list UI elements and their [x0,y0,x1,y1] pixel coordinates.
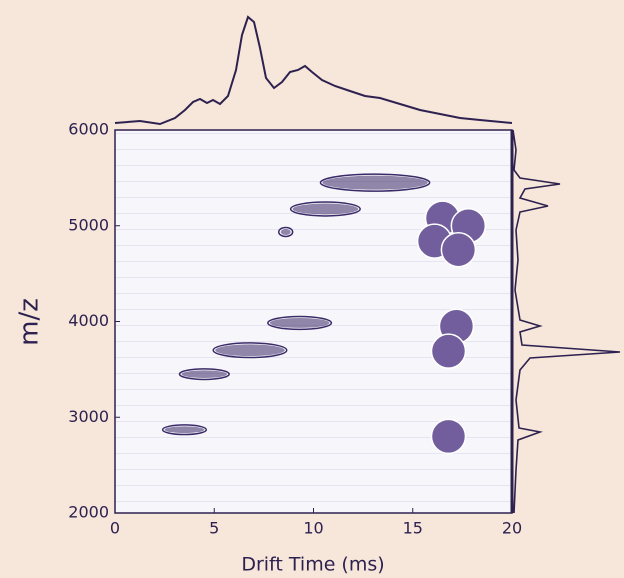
drift-profile [114,15,513,126]
y-tick-label: 3000 [68,407,109,426]
y-axis-label: m/z [15,298,45,346]
peak-circle [440,231,477,268]
y-tick-label: 5000 [68,215,109,234]
contour-fill [164,426,205,434]
x-tick-label: 0 [110,519,120,538]
contour-line [178,368,230,381]
contour-line [212,342,288,359]
contour-line [161,424,208,436]
x-axis-label: Drift Time (ms) [241,554,384,576]
x-tick-label: 5 [209,519,219,538]
x-tick-label: 10 [303,519,323,538]
contour-fill [269,317,330,328]
mz-profile [512,129,621,514]
contour-fill [322,175,428,190]
y-tick-label: 4000 [68,311,109,330]
contour-fill [181,370,228,378]
x-tick-label: 20 [502,519,522,538]
contour-fill [215,344,285,357]
y-tick-label: 6000 [68,120,109,139]
peak-circle [430,418,467,455]
x-tick-label: 15 [403,519,423,538]
contour-fill [292,203,359,215]
contour-line [277,226,294,238]
contour-line [289,201,361,217]
contour-line [319,173,431,192]
peak-circle [430,333,467,369]
y-tick-label: 2000 [68,503,109,522]
contour-line [267,315,333,331]
contour-fill [280,228,291,235]
